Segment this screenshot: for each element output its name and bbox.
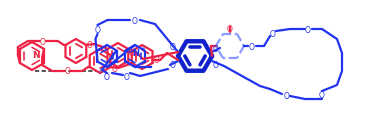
Text: I: I (99, 67, 102, 76)
Text: O: O (284, 92, 290, 101)
Text: O: O (124, 73, 130, 82)
Text: O: O (170, 61, 176, 70)
Text: O: O (64, 67, 70, 76)
Text: O: O (249, 42, 255, 51)
Text: N: N (133, 48, 139, 57)
Text: +: + (139, 46, 145, 52)
Text: O: O (104, 73, 110, 82)
Text: O: O (132, 16, 138, 25)
Text: O: O (270, 29, 276, 38)
Text: O: O (319, 91, 325, 100)
Text: O: O (129, 48, 135, 57)
Text: O: O (153, 56, 159, 65)
Text: O: O (87, 40, 93, 49)
Text: O: O (94, 25, 101, 34)
Text: N: N (32, 50, 40, 59)
Text: O: O (170, 43, 176, 52)
Text: O: O (305, 25, 311, 34)
Text: O: O (213, 44, 219, 53)
Text: O: O (227, 24, 233, 33)
Text: O: O (40, 37, 46, 46)
Text: O: O (111, 64, 117, 73)
Text: O: O (213, 60, 219, 69)
